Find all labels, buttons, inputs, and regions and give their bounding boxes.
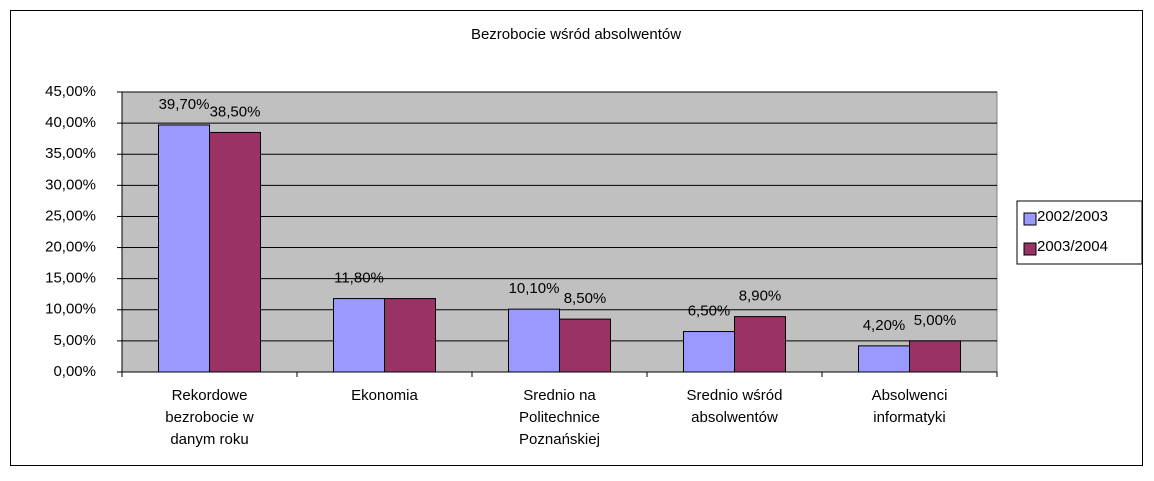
x-tick-label: Politechnice [519,409,600,426]
y-tick-label: 15,00% [45,270,96,287]
x-tick-label: absolwentów [691,409,778,426]
bar [559,318,611,373]
x-tick-label: Absolwenci [872,387,948,404]
value-label: 10,10% [509,280,560,297]
bar [333,298,385,373]
y-tick-label: 25,00% [45,207,96,224]
chart-title: Bezrobocie wśród absolwentów [471,26,681,43]
y-tick-label: 45,00% [45,83,96,100]
value-label: 8,90% [739,288,782,305]
x-tick-label: Ekonomia [351,387,418,404]
bar [384,298,436,373]
x-tick-label: bezrobocie w [165,409,254,426]
x-tick-label: Poznańskiej [519,431,600,448]
bar [209,131,261,373]
value-label: 8,50% [564,290,607,307]
x-tick-label: informatyki [873,409,946,426]
bar [909,340,961,373]
bar [508,308,560,373]
legend-box [1016,200,1143,265]
legend-swatch [1023,242,1037,256]
y-tick-label: 40,00% [45,114,96,131]
legend-label: 2002/2003 [1037,208,1108,225]
legend-swatch [1023,212,1037,226]
bar [734,316,786,373]
value-label: 38,50% [210,103,261,120]
value-label: 39,70% [159,96,210,113]
y-tick-label: 20,00% [45,239,96,256]
bar [158,124,210,373]
x-tick-label: Rekordowe [172,387,248,404]
value-label: 6,50% [688,303,731,320]
legend-label: 2003/2004 [1037,238,1108,255]
value-label: 11,80% [334,270,384,287]
y-tick-label: 5,00% [53,332,96,349]
value-label: 4,20% [863,317,906,334]
bar [858,345,910,373]
y-tick-label: 30,00% [45,176,96,193]
value-label: 5,00% [914,312,957,329]
y-tick-label: 35,00% [45,145,96,162]
x-tick-label: danym roku [170,431,248,448]
x-tick-label: Srednio na [523,387,596,404]
y-tick-label: 0,00% [53,363,96,380]
y-tick-label: 10,00% [45,301,96,318]
bar [683,331,735,373]
x-tick-label: Srednio wśród [687,387,783,404]
